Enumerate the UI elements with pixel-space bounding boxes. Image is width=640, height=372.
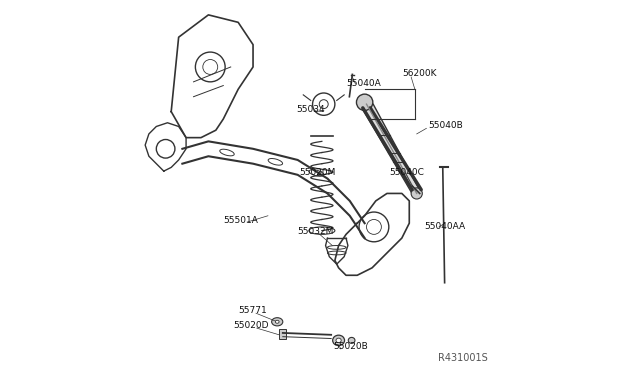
Text: 55040A: 55040A: [346, 78, 381, 87]
Text: 55040B: 55040B: [428, 121, 463, 130]
Polygon shape: [360, 104, 421, 193]
Circle shape: [356, 94, 373, 110]
Ellipse shape: [348, 337, 355, 343]
Text: 55501A: 55501A: [223, 216, 258, 225]
Circle shape: [411, 188, 422, 199]
Text: R431001S: R431001S: [438, 353, 488, 363]
Text: 55040AA: 55040AA: [424, 222, 465, 231]
Text: 55034: 55034: [296, 105, 324, 113]
Text: 55771: 55771: [238, 306, 267, 315]
Text: 55020D: 55020D: [234, 321, 269, 330]
Text: 55040C: 55040C: [389, 168, 424, 177]
Text: 55032M: 55032M: [297, 227, 333, 236]
Text: 55020B: 55020B: [333, 342, 368, 351]
Ellipse shape: [271, 318, 283, 326]
Text: 55020M: 55020M: [300, 168, 336, 177]
Bar: [279, 329, 286, 339]
Ellipse shape: [275, 320, 279, 323]
Text: 56200K: 56200K: [402, 69, 436, 78]
Ellipse shape: [333, 335, 344, 346]
Ellipse shape: [336, 338, 341, 343]
